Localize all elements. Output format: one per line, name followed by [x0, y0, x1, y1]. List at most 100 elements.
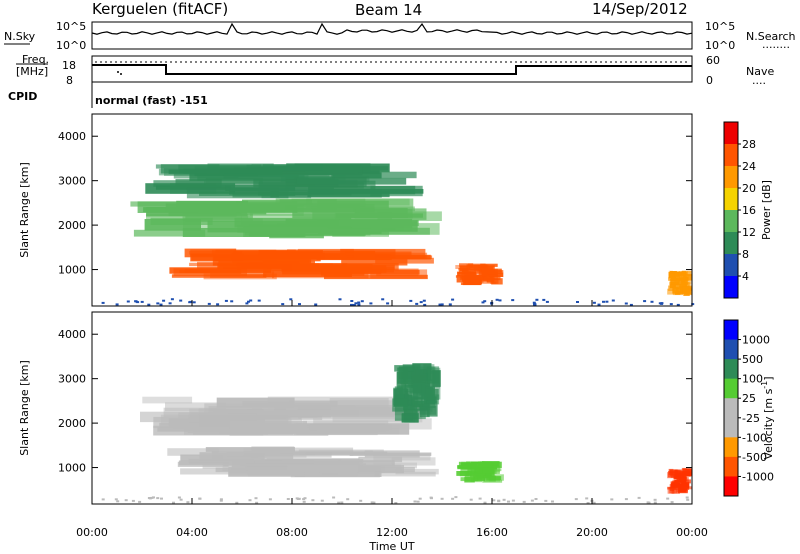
- speckle-cell: [533, 303, 536, 306]
- speckle-cell: [576, 301, 579, 303]
- scatter-cell-4: [676, 278, 685, 282]
- speckle-cell: [685, 496, 689, 499]
- speckle-cell: [624, 498, 628, 501]
- scatter-cell-2: [478, 461, 492, 468]
- speckle-cell: [354, 302, 358, 305]
- speckle-cell: [286, 498, 290, 500]
- speckle-cell: [413, 500, 417, 503]
- speckle-cell: [360, 300, 364, 303]
- colorbar-swatch: [724, 417, 738, 438]
- speckle-cell: [653, 498, 657, 501]
- colorbar-swatch: [724, 339, 738, 360]
- speckle-cell: [268, 498, 272, 501]
- colorbar-swatch: [724, 476, 738, 497]
- scatter-cell-1: [165, 402, 227, 412]
- scatter-cell-2: [199, 191, 296, 196]
- scatter-cell-1: [153, 425, 264, 436]
- speckle-cell: [297, 497, 301, 500]
- speckle-cell: [159, 303, 163, 306]
- scatter-cell-2: [461, 461, 470, 467]
- speckle-cell: [352, 304, 356, 306]
- speckle-cell: [340, 501, 344, 504]
- scatter-cell-0: [228, 469, 305, 477]
- speckle-cell: [507, 500, 510, 503]
- colorbar-tick-label: 25: [742, 392, 756, 405]
- scatter-cell-1: [334, 212, 392, 221]
- colorbar-swatch: [724, 398, 738, 419]
- scatter-cell-3: [487, 268, 502, 275]
- scatter-cell-0: [374, 471, 436, 477]
- speckle-cell: [332, 496, 336, 499]
- scatter-cell-4: [669, 279, 679, 285]
- scatter-cell-4: [683, 274, 692, 281]
- scatter-cell-1: [229, 420, 307, 430]
- speckle-cell: [338, 298, 342, 301]
- scatter-cell-3: [426, 388, 439, 401]
- scatter-cell-2: [464, 477, 475, 483]
- scatter-cell-0: [391, 457, 436, 466]
- xtick-label: 00:00: [676, 526, 708, 539]
- scatter-cell-4: [686, 270, 692, 277]
- scatter-cell-1: [140, 411, 228, 423]
- scatter-cell-3: [469, 268, 484, 275]
- scatter-cell-4: [677, 471, 687, 477]
- scatter-cell-0: [184, 248, 237, 258]
- nave-label: Nave: [746, 65, 774, 78]
- scatter-cell-0: [217, 263, 319, 269]
- colorbar-tick-label: 8: [742, 248, 749, 261]
- scatter-cell-3: [413, 382, 426, 400]
- ytick-label: 3000: [58, 373, 86, 386]
- speckle-cell: [592, 301, 596, 304]
- scatter-cell-1: [146, 213, 249, 220]
- colorbar-tick-label: 16: [742, 204, 756, 217]
- scatter-cell-2: [223, 173, 309, 180]
- scatter-cell-1: [244, 230, 371, 236]
- freq-left-tick-bottom: 8: [66, 74, 73, 87]
- scatter-cell-0: [291, 264, 373, 272]
- scatter-cell-4: [678, 477, 686, 482]
- scatter-cell-2: [263, 164, 323, 171]
- freq-label-line1: Freq.: [22, 53, 49, 66]
- colorbar-swatch: [724, 166, 738, 189]
- colorbar-swatch: [724, 122, 738, 145]
- velocity-yticks: 1000 2000 3000 4000: [58, 328, 692, 475]
- speckle-cell: [532, 301, 536, 304]
- scatter-cell-2: [466, 461, 485, 464]
- speckle-cell: [179, 498, 183, 501]
- speckle-cell: [439, 303, 443, 306]
- speckle-cell: [192, 301, 196, 304]
- speckle-cell: [451, 298, 455, 301]
- speckle-cell: [650, 300, 654, 303]
- date-title: 14/Sep/2012: [592, 0, 688, 18]
- colorbar-swatch: [724, 232, 738, 255]
- velocity-colorbar-label: Velocity [m s-1]: [760, 376, 775, 459]
- scatter-cell-3: [468, 264, 487, 271]
- speckle-cell: [602, 300, 605, 303]
- scatter-cell-2: [189, 171, 299, 181]
- scatter-cell-3: [412, 408, 426, 420]
- speckle-cell: [647, 501, 651, 504]
- speckle-cell: [535, 298, 539, 301]
- speckle-cell: [478, 497, 482, 500]
- colorbar-swatch: [724, 359, 738, 380]
- speckle-cell: [422, 299, 426, 302]
- scatter-cell-4: [667, 288, 675, 295]
- xtick-label: 16:00: [476, 526, 508, 539]
- scatter-cell-1: [133, 229, 206, 237]
- scatter-cell-3: [397, 367, 408, 384]
- power-yticks: 1000 2000 3000 4000: [58, 130, 692, 277]
- scatter-cell-2: [153, 180, 206, 187]
- colorbar-tick-label: 4: [742, 270, 749, 283]
- speckle-cell: [188, 301, 192, 304]
- scatter-cell-3: [468, 263, 486, 268]
- colorbar-tick-label: 1000: [742, 334, 770, 347]
- scatter-cell-2: [205, 177, 263, 184]
- colorbar-swatch: [724, 320, 738, 341]
- colorbar-swatch: [724, 210, 738, 233]
- scatter-cell-2: [308, 189, 424, 194]
- colorbar-swatch: [724, 456, 738, 477]
- speckle-cell: [140, 300, 144, 303]
- time-axis: 00:00 04:00 08:00 12:00 16:00 20:00 00:00: [76, 300, 708, 539]
- ytick-label: 1000: [58, 462, 86, 475]
- scatter-cell-2: [206, 168, 283, 176]
